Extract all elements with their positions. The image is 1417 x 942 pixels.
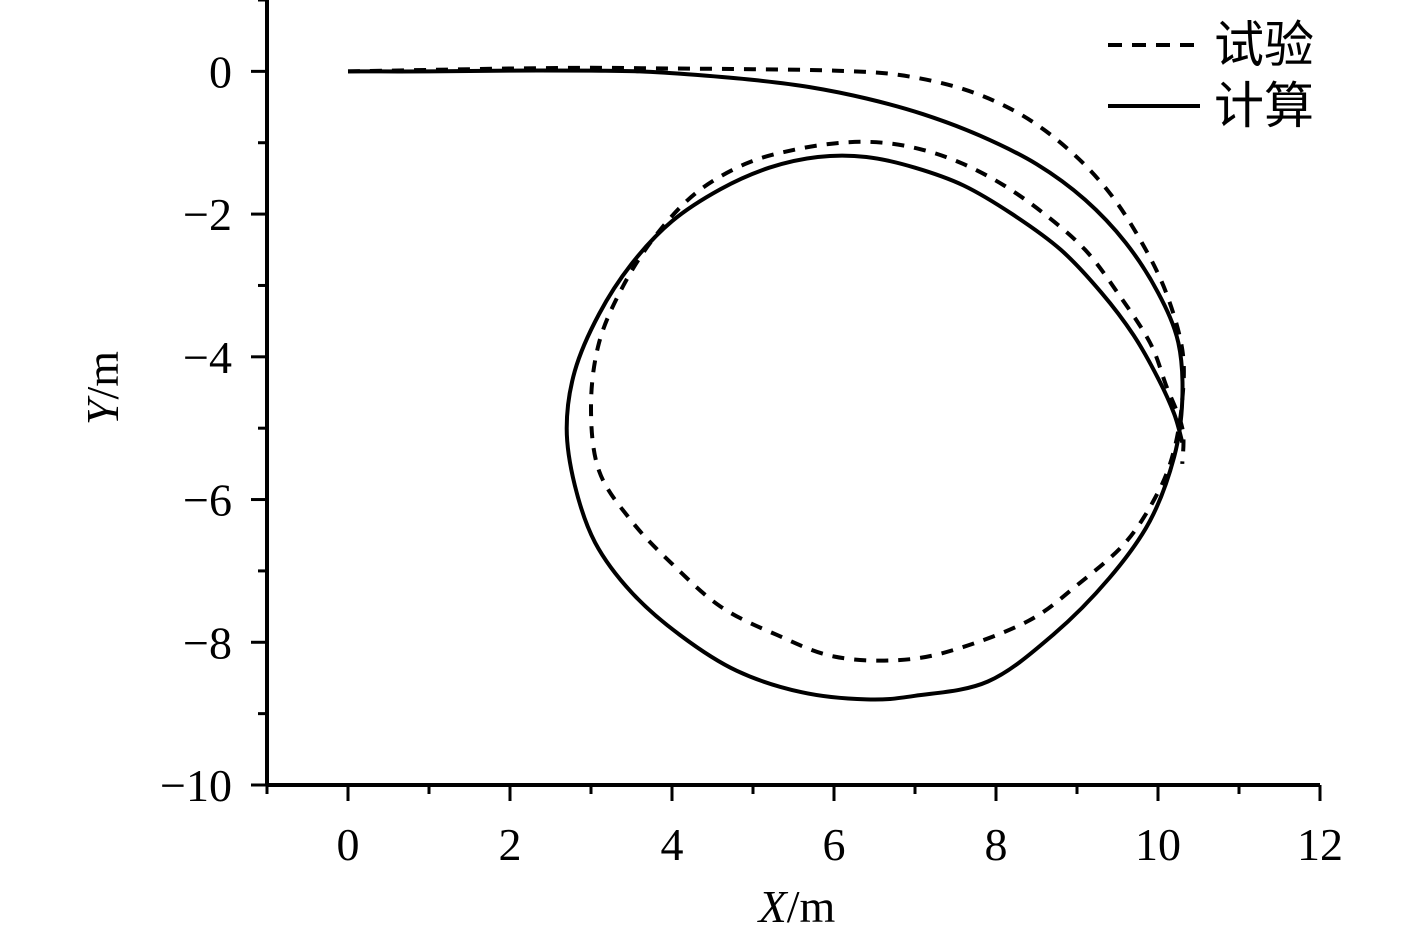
legend-label-test: 试验 <box>1214 16 1314 74</box>
x-tick-label: 12 <box>1297 819 1343 870</box>
x-tick-label: 0 <box>337 819 360 870</box>
x-tick-label: 6 <box>823 819 846 870</box>
series-layer <box>347 65 1186 702</box>
y-tick-label: −2 <box>183 189 232 240</box>
x-tick-label: 8 <box>985 819 1008 870</box>
y-tick-label: −10 <box>160 760 232 811</box>
tick-labels: 0 2 4 6 8 10 12 0 −2 −4 −6 −8 −10 <box>160 46 1343 870</box>
y-tick-label: −6 <box>183 475 232 526</box>
series-line-test <box>347 65 1186 663</box>
y-axis-title: Y/m <box>77 351 128 425</box>
x-tick-label: 4 <box>661 819 684 870</box>
legend: 试验 计算 <box>1108 16 1314 135</box>
legend-entry-calc: 计算 <box>1108 77 1314 135</box>
x-axis-title: X/m <box>757 881 836 932</box>
series-line-calc <box>347 68 1185 702</box>
x-tick-label: 10 <box>1135 819 1181 870</box>
y-tick-label: −8 <box>183 617 232 668</box>
axes <box>251 0 1322 801</box>
legend-label-calc: 计算 <box>1214 77 1314 135</box>
y-tick-label: −4 <box>183 332 232 383</box>
legend-entry-test: 试验 <box>1108 16 1314 74</box>
x-tick-label: 2 <box>499 819 522 870</box>
y-tick-label: 0 <box>209 46 232 97</box>
